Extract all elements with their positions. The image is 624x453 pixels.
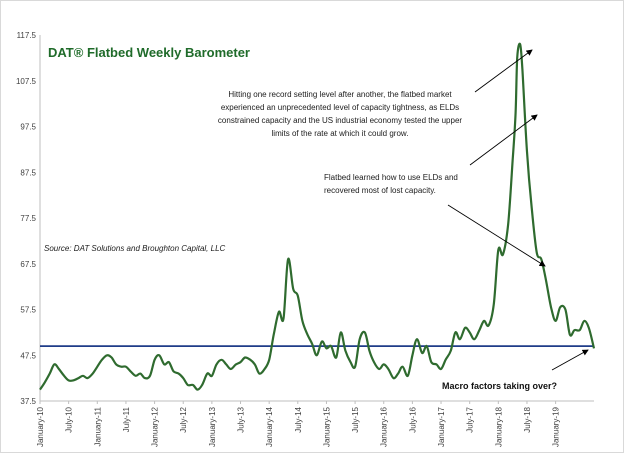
annotation-arrow-4 <box>551 349 589 371</box>
annotation-line-4: limits of the rate at which it could gro… <box>272 129 409 138</box>
x-tick-label: July-16 <box>408 406 417 432</box>
x-tick-label: July-14 <box>294 406 303 432</box>
x-tick-label: January-15 <box>322 406 331 447</box>
x-tick-label: January-13 <box>208 406 217 447</box>
y-tick-label: 57.5 <box>20 306 36 315</box>
annotation-line-1: Hitting one record setting level after a… <box>228 90 452 99</box>
annotation-line-6: recovered most of lost capacity. <box>324 186 436 195</box>
y-tick-label: 87.5 <box>20 168 36 177</box>
x-tick-label: January-11 <box>93 406 102 446</box>
annotation-line-5: Flatbed learned how to use ELDs and <box>324 173 458 182</box>
x-tick-label: July-10 <box>65 406 74 432</box>
annotation-line-3: constrained capacity and the US industri… <box>218 116 462 125</box>
x-tick-label: January-16 <box>380 406 389 447</box>
x-tick-label: January-14 <box>265 406 274 447</box>
annotation-line-2: experienced an unprecedented level of ca… <box>221 103 459 112</box>
x-tick-label: January-12 <box>151 406 160 447</box>
x-tick-label: July-13 <box>237 406 246 432</box>
y-tick-label: 97.5 <box>20 123 36 132</box>
y-tick-label: 37.5 <box>20 397 36 406</box>
annotation-line-7: Macro factors taking over? <box>442 381 557 391</box>
x-tick-label: July-18 <box>523 406 532 432</box>
x-tick-label: January-18 <box>494 406 503 447</box>
chart-title: DAT® Flatbed Weekly Barometer <box>48 45 250 60</box>
y-axis-ticks: 37.5 47.5 57.5 67.5 77.5 87.5 97.5 107.5 117.5 <box>16 31 37 406</box>
series-line-barometer <box>39 42 596 391</box>
y-tick-label: 117.5 <box>17 31 37 40</box>
annotation-arrow-2 <box>469 114 538 166</box>
x-tick-label: January-19 <box>552 406 561 447</box>
x-tick-label: July-17 <box>466 406 475 432</box>
x-axis-ticks: January-10 July-10 January-11 July-11 Januar… <box>36 401 561 447</box>
x-tick-label: July-11 <box>122 406 131 432</box>
chart-source: Source: DAT Solutions and Broughton Capi… <box>44 244 226 253</box>
x-tick-label: July-12 <box>179 406 188 432</box>
x-tick-label: January-10 <box>36 406 45 447</box>
y-tick-label: 107.5 <box>16 77 37 86</box>
y-tick-label: 67.5 <box>20 260 36 269</box>
y-tick-label: 77.5 <box>20 214 36 223</box>
x-tick-label: July-15 <box>351 406 360 432</box>
x-tick-label: January-17 <box>437 406 446 447</box>
y-tick-label: 47.5 <box>20 351 36 360</box>
annotation-arrow-3 <box>447 204 546 267</box>
annotation-arrow-1 <box>474 49 533 93</box>
